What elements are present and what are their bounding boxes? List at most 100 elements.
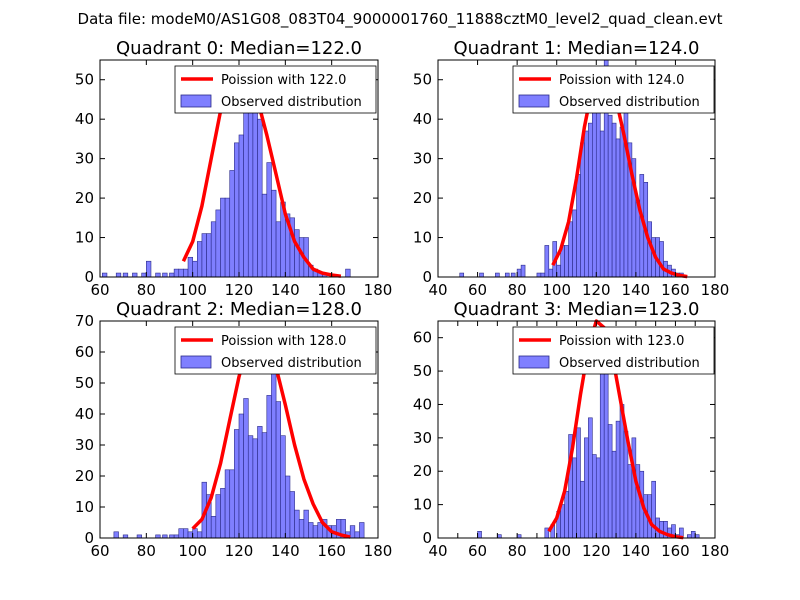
y-tick-label: 20 [413, 189, 432, 207]
histogram-bar [615, 138, 621, 278]
histogram-bar [289, 491, 295, 539]
histogram-bar [504, 272, 510, 278]
x-tick-label: 160 [317, 281, 346, 299]
x-tick-label: 120 [582, 281, 611, 299]
x-tick-label: 120 [582, 542, 611, 560]
figure-title: Data file: modeM0/AS1G08_083T04_90000017… [78, 10, 723, 29]
x-tick-label: 60 [468, 542, 487, 560]
histogram-bar [607, 114, 613, 278]
legend-label-poisson: Poission with 123.0 [559, 334, 684, 349]
histogram-bar [257, 426, 263, 539]
histogram-bar [261, 193, 268, 278]
plot-frame [437, 59, 716, 278]
histogram-bar [619, 126, 625, 278]
histogram-bar [247, 99, 254, 278]
histogram-bar [592, 454, 597, 539]
histogram-bar [201, 233, 207, 278]
histogram-bar [215, 209, 221, 278]
legend-label-observed: Observed distribution [559, 95, 700, 110]
histogram-bar [694, 534, 700, 539]
histogram-bar [611, 450, 617, 539]
y-tick-label: 20 [75, 467, 94, 485]
legend-label-poisson: Poission with 124.0 [559, 73, 684, 88]
histogram-bar [479, 272, 484, 278]
x-tick-label: 100 [178, 281, 207, 299]
x-tick-label: 60 [90, 542, 109, 560]
y-tick-label: 0 [84, 529, 94, 547]
histogram-bar [178, 268, 184, 278]
histogram-bar [280, 435, 286, 539]
y-tick-label: 10 [413, 496, 432, 514]
histogram-bar [627, 464, 633, 539]
histogram-bar [243, 398, 249, 539]
legend-patch-swatch [518, 355, 550, 369]
legend-label-observed: Observed distribution [221, 95, 362, 110]
histogram-bar [224, 197, 231, 278]
histogram-bar [345, 268, 351, 278]
histogram-bar [229, 170, 235, 278]
y-tick-label: 0 [84, 268, 94, 286]
legend: Poission with 123.0 Observed distribution [512, 326, 715, 375]
histogram-bar [349, 525, 356, 539]
histogram-bar [169, 272, 175, 278]
histogram-bar [155, 272, 161, 278]
x-tick-label: 100 [542, 281, 571, 299]
chart-title: Quadrant 3: Median=123.0 [454, 299, 700, 320]
histogram-bar [132, 272, 138, 278]
histogram-bar [599, 364, 605, 539]
x-tick-label: 60 [468, 281, 487, 299]
y-tick-label: 40 [75, 110, 94, 128]
legend-patch-swatch [518, 94, 550, 108]
x-tick-label: 160 [661, 281, 690, 299]
y-tick-label: 20 [75, 189, 94, 207]
histogram-bar [220, 488, 226, 539]
histogram-bar [173, 268, 180, 278]
histogram-bar [210, 515, 217, 539]
histogram-bar [187, 256, 193, 278]
histogram-bar [102, 272, 108, 278]
y-tick-label: 10 [75, 229, 94, 247]
y-tick-label: 30 [75, 436, 94, 454]
histogram-bar [459, 272, 465, 278]
histogram-bar [516, 268, 522, 278]
x-tick-label: 180 [364, 542, 393, 560]
legend-label-observed: Observed distribution [221, 356, 362, 371]
legend-label-poisson: Poission with 122.0 [221, 73, 346, 88]
histogram-bar [584, 130, 589, 278]
histogram-bar [275, 401, 282, 539]
y-tick-label: 30 [413, 429, 432, 447]
histogram-bar [659, 241, 664, 278]
legend: Poission with 122.0 Observed distribution [174, 65, 377, 114]
histogram-bar [243, 87, 249, 278]
chart-panel-0: Quadrant 0: Median=122.060 80 100 120 140 160… [75, 38, 392, 299]
histogram-bar [580, 480, 585, 539]
histogram-bar [564, 490, 569, 539]
chart-panel-1: Quadrant 1: Median=124.040 60 80 100 120 140 1… [413, 38, 729, 299]
chart-panel-3: Quadrant 3: Median=123.040 60 80 100 120 140 1… [413, 299, 729, 560]
histogram-bar [544, 245, 550, 278]
histogram-bar [477, 531, 482, 539]
histogram-bar [588, 417, 593, 539]
legend-label-poisson: Poission with 128.0 [221, 334, 346, 349]
histogram-bar [576, 174, 581, 278]
histogram-bar [294, 509, 300, 539]
histogram-bar [540, 272, 546, 278]
histogram-bar [317, 522, 323, 539]
histogram-bar [572, 209, 577, 278]
histogram-bar [595, 457, 601, 539]
histogram-bar [615, 420, 621, 539]
histogram-bar [580, 142, 585, 278]
y-tick-label: 50 [413, 71, 432, 89]
histogram-bar [234, 142, 240, 278]
histogram-bar [556, 264, 561, 278]
histogram-bar [234, 429, 240, 539]
histogram-bar [247, 435, 254, 539]
x-tick-label: 160 [317, 542, 346, 560]
chart-panels: Quadrant 0: Median=122.060 80 100 120 140 160… [75, 38, 729, 560]
x-tick-label: 80 [508, 542, 527, 560]
x-tick-label: 120 [225, 542, 254, 560]
y-tick-label: 40 [75, 405, 94, 423]
y-tick-label: 50 [413, 362, 432, 380]
histogram-bar [303, 509, 309, 539]
histogram-bar [285, 475, 291, 539]
